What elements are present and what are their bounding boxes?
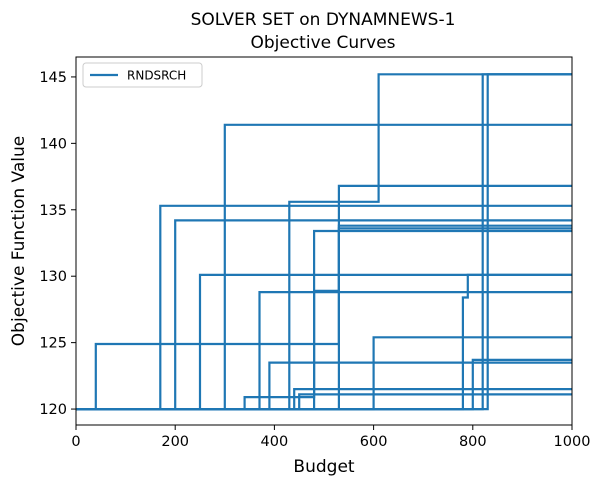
series-line [76,123,572,411]
y-tick-label: 135 [39,203,67,219]
series-line [76,204,572,411]
x-tick-label: 800 [459,434,487,450]
y-axis-label: Objective Function Value [9,136,29,346]
y-tick-label: 130 [39,269,67,285]
y-tick-label: 140 [39,136,67,152]
x-tick-label: 400 [261,434,289,450]
series-line [76,336,572,411]
series-line [76,361,572,411]
series-line [76,358,572,411]
series-curves [76,73,572,411]
series-line [76,219,572,411]
series-line [76,388,572,411]
series-line [76,229,572,411]
y-tick-label: 145 [39,70,67,86]
series-line [76,73,572,411]
y-tick-label: 125 [39,336,67,352]
x-tick-label: 1000 [554,434,591,450]
y-axis-ticks: 120 125 130 135 140 145 [39,70,76,418]
y-tick-label: 120 [39,402,67,418]
x-axis-ticks: 0 200 400 600 800 1000 [71,425,590,450]
legend: RNDSRCH [82,62,203,88]
legend-box [82,62,203,88]
x-tick-label: 0 [71,434,80,450]
plot-frame [75,56,573,426]
x-tick-label: 200 [161,434,189,450]
x-axis-label: Budget [293,457,354,477]
legend-label: RNDSRCH [127,69,186,83]
chart-title: SOLVER SET on DYNAMNEWS-1 [191,10,456,30]
series-line [76,291,572,411]
chart-subtitle: Objective Curves [250,33,395,53]
series-line [76,224,572,411]
x-tick-label: 600 [360,434,388,450]
series-line [76,393,572,411]
series-line [76,227,572,411]
